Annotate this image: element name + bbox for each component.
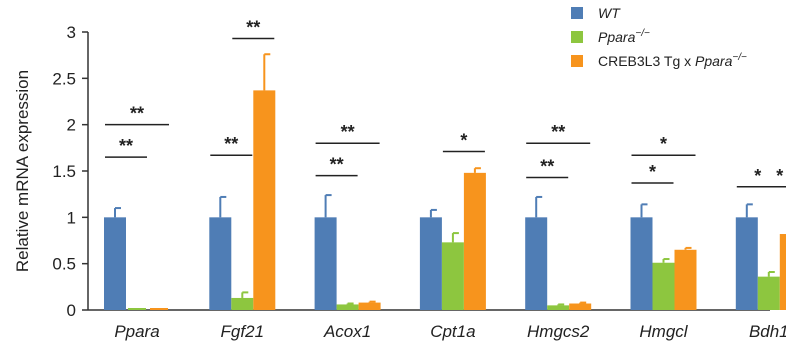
significance-annotations: ************ ******** * — [105, 17, 786, 188]
legend-label: WT — [598, 5, 621, 21]
bar — [674, 249, 697, 310]
legend-label-name: Ppara — [695, 53, 733, 69]
y-axis-label: Relative mRNA expression — [13, 70, 32, 272]
significance-label: ** — [330, 155, 344, 175]
significance-label: ** — [551, 122, 565, 142]
bar — [569, 303, 592, 310]
y-tick-label: 3 — [67, 23, 76, 42]
significance-label: * — [754, 166, 761, 186]
significance-label: ** — [540, 156, 554, 176]
bar — [463, 172, 486, 310]
bar — [231, 297, 254, 310]
legend-label-name: Ppara — [598, 29, 636, 45]
y-tick-label: 0.5 — [52, 255, 76, 274]
legend-swatch — [571, 55, 583, 67]
x-category-label: Ppara — [114, 322, 159, 341]
significance-label: * — [776, 166, 783, 186]
significance-label: * — [649, 162, 656, 182]
bar — [779, 234, 786, 310]
y-tick-label: 2.5 — [52, 69, 76, 88]
bar — [336, 304, 359, 310]
x-category-label: Fgf21 — [221, 322, 264, 341]
legend-swatch — [571, 7, 583, 19]
significance-label: ** — [246, 17, 260, 37]
bar — [209, 217, 232, 310]
x-category-label: Cpt1a — [430, 322, 475, 341]
x-category-label: Bdh1 — [749, 322, 786, 341]
significance-label: ** — [224, 134, 238, 154]
y-tick-label: 2 — [67, 116, 76, 135]
bar — [547, 305, 570, 310]
legend-label-prefix: CREB3L3 Tg x — [598, 53, 695, 69]
significance-label: * — [460, 131, 467, 151]
axes: 0 0.5 1 1.5 2 2.5 3 Ppara Fgf21 Acox1 Cpt1a Hmgcs2 H… — [52, 23, 786, 341]
x-category-label: Hmgcl — [639, 322, 688, 341]
bar — [525, 217, 548, 310]
bar — [358, 302, 381, 310]
bar — [253, 90, 276, 310]
legend-label: Ppara−/− — [598, 28, 650, 45]
legend-label-superscript: −/− — [732, 52, 747, 63]
legend-label-name: WT — [598, 5, 621, 21]
bar — [419, 217, 442, 310]
bar — [757, 276, 780, 310]
bar — [104, 217, 126, 310]
y-tick-label: 0 — [67, 301, 76, 320]
legend-label-superscript: −/− — [635, 28, 650, 39]
y-tick-label: 1.5 — [52, 162, 76, 181]
significance-label: ** — [130, 104, 144, 124]
bar — [630, 217, 653, 310]
legend-swatch — [571, 31, 583, 43]
legend-label: CREB3L3 Tg x Ppara−/− — [598, 52, 747, 69]
bar — [652, 262, 675, 310]
x-category-label: Acox1 — [323, 322, 371, 341]
bar — [441, 242, 464, 310]
y-tick-label: 1 — [67, 208, 76, 227]
x-category-label: Hmgcs2 — [527, 322, 590, 341]
bars — [104, 53, 786, 310]
significance-label: * — [660, 134, 667, 154]
bar — [735, 217, 758, 310]
bar — [314, 217, 337, 310]
significance-label: ** — [341, 122, 355, 142]
significance-label: ** — [119, 136, 133, 156]
